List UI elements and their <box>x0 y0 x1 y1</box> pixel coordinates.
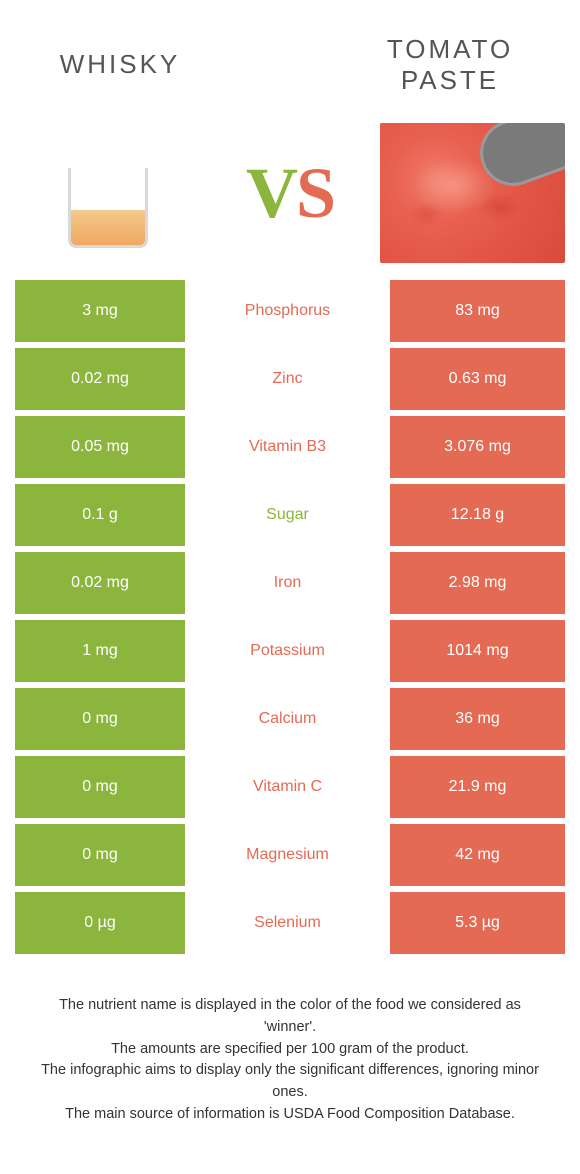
left-value: 0 mg <box>15 688 185 750</box>
right-food-title: Tomato paste <box>340 34 560 96</box>
footer-notes: The nutrient name is displayed in the co… <box>0 960 580 1126</box>
table-row: 0 µgSelenium5.3 µg <box>15 892 565 954</box>
nutrient-label: Iron <box>185 552 390 614</box>
vs-s: S <box>296 153 334 233</box>
left-value: 0.05 mg <box>15 416 185 478</box>
left-value: 1 mg <box>15 620 185 682</box>
left-value: 3 mg <box>15 280 185 342</box>
left-value: 0 µg <box>15 892 185 954</box>
table-row: 0.02 mgZinc0.63 mg <box>15 348 565 410</box>
nutrient-label: Zinc <box>185 348 390 410</box>
nutrient-label: Calcium <box>185 688 390 750</box>
nutrient-label: Vitamin C <box>185 756 390 818</box>
table-row: 0 mgMagnesium42 mg <box>15 824 565 886</box>
table-row: 0.1 gSugar12.18 g <box>15 484 565 546</box>
right-value: 83 mg <box>390 280 565 342</box>
left-value: 0.02 mg <box>15 348 185 410</box>
right-value: 0.63 mg <box>390 348 565 410</box>
right-value: 12.18 g <box>390 484 565 546</box>
vs-label: VS <box>246 157 334 229</box>
nutrient-label: Magnesium <box>185 824 390 886</box>
header: Whisky Tomato paste <box>0 0 580 120</box>
left-food-title: Whisky <box>20 49 220 80</box>
nutrient-label: Vitamin B3 <box>185 416 390 478</box>
comparison-table: 3 mgPhosphorus83 mg0.02 mgZinc0.63 mg0.0… <box>0 280 580 954</box>
tomato-paste-icon <box>380 123 565 263</box>
images-row: VS <box>0 120 580 280</box>
table-row: 0 mgVitamin C21.9 mg <box>15 756 565 818</box>
footer-line: The amounts are specified per 100 gram o… <box>35 1039 545 1061</box>
nutrient-label: Phosphorus <box>185 280 390 342</box>
whisky-glass-icon <box>48 138 168 248</box>
table-row: 3 mgPhosphorus83 mg <box>15 280 565 342</box>
right-value: 5.3 µg <box>390 892 565 954</box>
table-row: 0.02 mgIron2.98 mg <box>15 552 565 614</box>
nutrient-label: Selenium <box>185 892 390 954</box>
left-value: 0.1 g <box>15 484 185 546</box>
right-value: 21.9 mg <box>390 756 565 818</box>
nutrient-label: Potassium <box>185 620 390 682</box>
left-value: 0.02 mg <box>15 552 185 614</box>
right-value: 36 mg <box>390 688 565 750</box>
nutrient-label: Sugar <box>185 484 390 546</box>
right-food-image <box>380 123 565 263</box>
table-row: 1 mgPotassium1014 mg <box>15 620 565 682</box>
vs-v: V <box>246 153 296 233</box>
left-value: 0 mg <box>15 824 185 886</box>
right-value: 3.076 mg <box>390 416 565 478</box>
right-value: 1014 mg <box>390 620 565 682</box>
table-row: 0.05 mgVitamin B33.076 mg <box>15 416 565 478</box>
footer-line: The main source of information is USDA F… <box>35 1104 545 1126</box>
left-food-image <box>15 123 200 263</box>
table-row: 0 mgCalcium36 mg <box>15 688 565 750</box>
footer-line: The infographic aims to display only the… <box>35 1060 545 1104</box>
right-value: 42 mg <box>390 824 565 886</box>
left-value: 0 mg <box>15 756 185 818</box>
right-value: 2.98 mg <box>390 552 565 614</box>
footer-line: The nutrient name is displayed in the co… <box>35 995 545 1039</box>
